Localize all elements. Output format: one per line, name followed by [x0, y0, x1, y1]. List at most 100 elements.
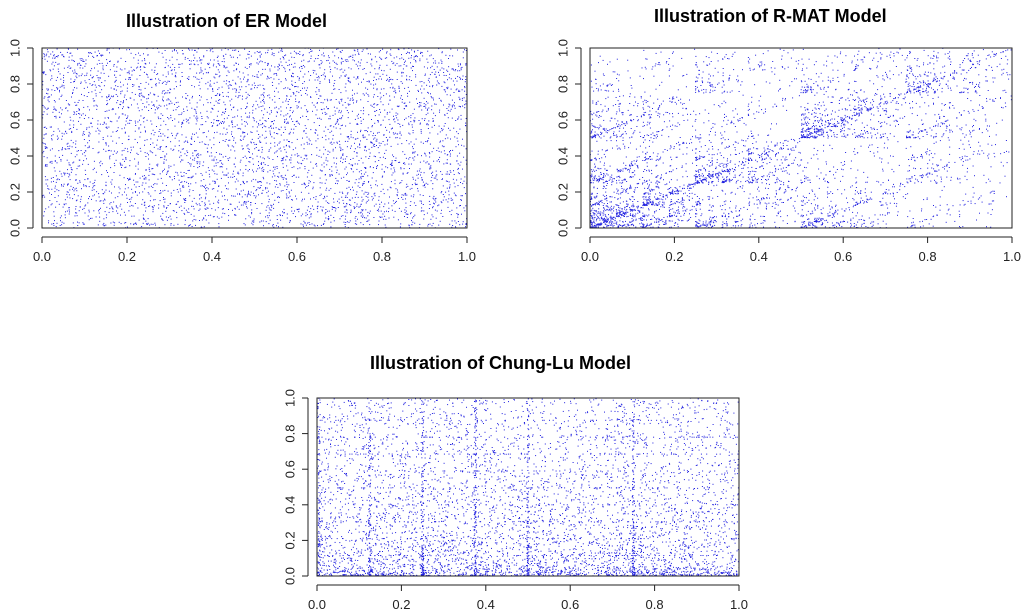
er-point — [204, 198, 206, 200]
er-point — [63, 81, 64, 83]
er-point — [130, 152, 131, 154]
er-point — [417, 89, 419, 91]
er-point — [345, 215, 347, 217]
er-point — [384, 224, 386, 226]
er-point — [61, 86, 63, 88]
er-point — [154, 66, 156, 68]
er-point — [87, 106, 89, 108]
er-point — [243, 223, 245, 225]
er-point — [178, 105, 180, 107]
er-point — [369, 71, 371, 73]
er-point — [184, 219, 186, 221]
er-point — [132, 146, 134, 148]
er-point — [318, 64, 320, 66]
er-point — [204, 205, 206, 207]
er-point — [186, 140, 188, 142]
er-point — [435, 175, 437, 177]
er-point — [222, 140, 224, 141]
er-point — [349, 80, 351, 82]
er-point — [277, 69, 279, 71]
er-point — [318, 90, 320, 92]
er-point — [404, 102, 406, 104]
rmat-point — [610, 220, 612, 222]
er-point — [299, 67, 300, 69]
er-point — [460, 178, 462, 180]
er-point — [419, 60, 421, 62]
er-point — [440, 99, 442, 101]
er-point — [109, 156, 110, 158]
er-point — [278, 63, 280, 65]
er-point — [97, 50, 99, 52]
er-point — [271, 81, 273, 83]
er-point — [259, 156, 261, 158]
er-point — [202, 124, 204, 126]
er-point — [298, 106, 299, 108]
er-point — [59, 225, 61, 226]
er-point — [360, 59, 362, 61]
er-point — [410, 117, 412, 119]
rmat-point — [662, 129, 664, 130]
er-point — [52, 57, 54, 59]
er-point — [146, 73, 147, 75]
er-point — [271, 52, 273, 54]
er-point — [52, 51, 54, 53]
er-point — [346, 197, 348, 198]
er-point — [438, 224, 440, 226]
er-point — [61, 185, 63, 187]
er-point — [265, 142, 267, 144]
rmat-point — [909, 137, 911, 139]
rmat-point — [914, 159, 916, 161]
er-point — [240, 184, 242, 186]
er-point — [420, 141, 422, 143]
er-point — [378, 220, 380, 222]
er-point — [340, 118, 342, 120]
er-point — [71, 130, 73, 132]
er-point — [210, 59, 211, 61]
er-point — [464, 176, 466, 178]
er-point — [363, 94, 365, 96]
er-point — [359, 205, 361, 207]
er-point — [262, 98, 264, 100]
er-point — [175, 171, 177, 173]
er-point — [145, 63, 147, 65]
er-point — [137, 168, 139, 170]
er-point — [83, 185, 85, 187]
er-point — [202, 185, 204, 187]
er-point — [46, 165, 48, 167]
er-point — [143, 117, 145, 119]
er-point — [158, 118, 160, 120]
er-point — [283, 177, 285, 179]
rmat-point — [694, 182, 696, 184]
er-point — [249, 63, 250, 65]
er-point — [447, 86, 449, 88]
er-point — [433, 198, 435, 200]
er-point — [307, 119, 309, 121]
er-point — [139, 66, 141, 68]
er-point — [261, 146, 263, 148]
er-point — [44, 146, 46, 148]
er-point — [328, 210, 330, 212]
er-point — [377, 121, 379, 123]
er-point — [172, 135, 173, 137]
er-point — [404, 119, 405, 121]
er-point — [276, 111, 278, 113]
er-point — [259, 56, 261, 58]
rmat-point — [705, 220, 707, 222]
er-point — [278, 172, 280, 174]
rmat-point — [882, 197, 884, 199]
er-point — [121, 69, 123, 71]
er-point — [117, 212, 119, 214]
er-point — [181, 181, 183, 183]
er-point — [277, 91, 279, 93]
er-point — [172, 63, 174, 65]
er-point — [52, 68, 54, 70]
er-point — [132, 86, 134, 87]
er-point — [320, 170, 322, 172]
er-point — [138, 219, 140, 221]
er-point — [421, 207, 423, 209]
er-point — [404, 209, 406, 211]
er-point — [393, 133, 395, 135]
er-point — [105, 65, 107, 66]
er-point — [428, 92, 429, 94]
er-point — [350, 209, 352, 211]
